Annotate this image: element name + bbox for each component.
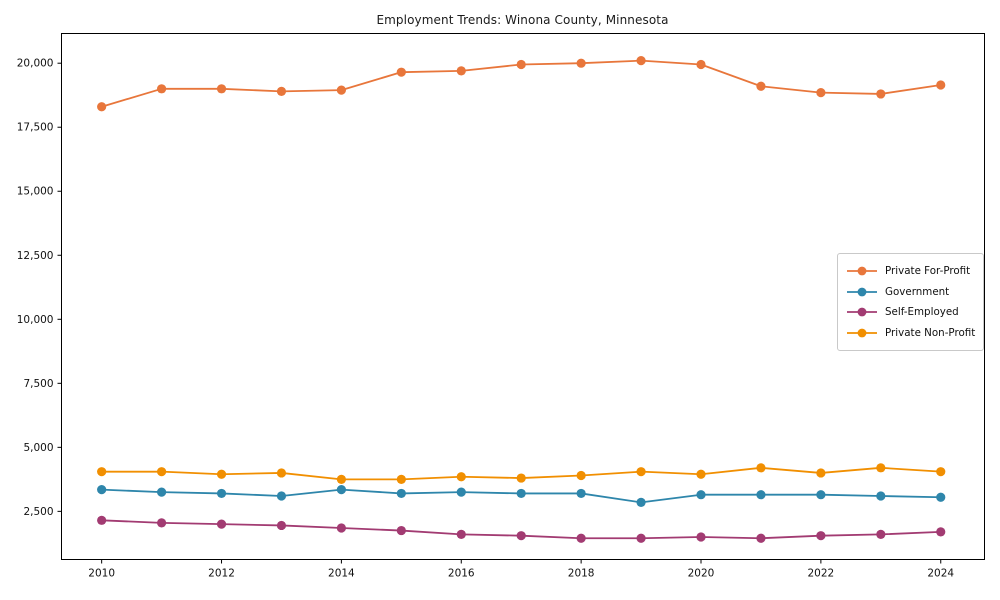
- data-point-self-employed: [876, 529, 886, 540]
- data-point-private-non-profit: [336, 474, 346, 484]
- data-point-private-for-profit: [516, 59, 526, 70]
- data-point-private-for-profit: [756, 81, 766, 91]
- axes-frame: [61, 33, 985, 560]
- x-tick-label: 2010: [88, 568, 115, 580]
- data-point-private-for-profit: [216, 84, 227, 94]
- y-tick-label: 15,000: [17, 186, 54, 198]
- data-point-government: [876, 491, 886, 501]
- y-tick-label: 5,000: [23, 442, 53, 454]
- data-point-government: [696, 490, 706, 500]
- data-point-government: [756, 490, 766, 500]
- data-point-private-non-profit: [576, 470, 586, 481]
- legend-swatch-icon: [847, 266, 877, 276]
- data-point-government: [336, 484, 346, 495]
- x-tick-label: 2020: [688, 568, 715, 580]
- data-point-private-non-profit: [396, 474, 406, 484]
- legend-label: Self-Employed: [885, 306, 959, 318]
- data-point-private-for-profit: [276, 86, 287, 96]
- x-tick-label: 2024: [927, 568, 954, 580]
- data-point-government: [276, 491, 287, 501]
- data-point-private-for-profit: [156, 84, 167, 94]
- data-point-self-employed: [97, 515, 107, 525]
- data-point-government: [216, 488, 227, 499]
- data-point-government: [816, 490, 826, 500]
- data-point-private-for-profit: [576, 58, 586, 68]
- data-point-government: [576, 488, 586, 499]
- data-point-private-non-profit: [456, 472, 466, 482]
- data-point-self-employed: [816, 531, 826, 541]
- data-point-self-employed: [636, 533, 646, 543]
- data-point-private-for-profit: [636, 56, 646, 66]
- legend-swatch-icon: [847, 307, 877, 317]
- y-tick-label: 17,500: [17, 122, 54, 134]
- y-tick-label: 10,000: [17, 314, 54, 326]
- legend-item-private-non-profit: Private Non-Profit: [846, 323, 975, 342]
- data-point-self-employed: [696, 532, 706, 542]
- data-point-private-non-profit: [156, 467, 167, 477]
- data-point-private-for-profit: [336, 85, 346, 95]
- data-point-self-employed: [516, 531, 526, 541]
- data-point-private-for-profit: [396, 67, 406, 77]
- data-point-private-non-profit: [516, 473, 526, 483]
- y-tick-label: 7,500: [23, 378, 53, 390]
- legend-swatch-icon: [847, 328, 877, 337]
- data-point-self-employed: [216, 519, 227, 529]
- legend-label: Private Non-Profit: [885, 326, 976, 339]
- data-point-private-for-profit: [936, 80, 946, 90]
- data-point-government: [156, 487, 167, 497]
- data-point-government: [456, 487, 466, 497]
- data-point-self-employed: [936, 527, 946, 537]
- data-point-private-non-profit: [216, 469, 227, 479]
- y-tick-label: 2,500: [23, 506, 53, 518]
- y-tick-label: 12,500: [17, 250, 54, 262]
- legend-item-government: Government: [846, 282, 975, 301]
- data-point-private-non-profit: [756, 463, 766, 473]
- legend-swatch-icon: [847, 287, 877, 296]
- x-tick-label: 2018: [568, 568, 595, 580]
- data-point-private-non-profit: [876, 463, 886, 473]
- data-point-private-non-profit: [276, 468, 287, 478]
- data-point-private-non-profit: [816, 468, 826, 478]
- data-point-self-employed: [576, 533, 586, 543]
- legend-item-private-for-profit: Private For-Profit: [846, 262, 975, 281]
- data-point-private-non-profit: [97, 467, 107, 477]
- data-point-private-non-profit: [696, 469, 706, 479]
- data-point-self-employed: [456, 529, 466, 540]
- x-tick-label: 2022: [808, 568, 835, 580]
- data-point-private-for-profit: [696, 59, 706, 70]
- data-point-self-employed: [336, 523, 346, 533]
- y-tick-label: 20,000: [17, 58, 54, 70]
- data-point-government: [516, 488, 526, 499]
- data-point-private-non-profit: [936, 467, 946, 477]
- x-tick-label: 2016: [448, 568, 475, 580]
- data-point-private-for-profit: [456, 66, 466, 76]
- data-point-government: [936, 492, 946, 502]
- data-point-private-for-profit: [97, 102, 107, 112]
- legend-label: Government: [885, 285, 950, 298]
- data-point-private-for-profit: [816, 88, 826, 98]
- legend-label: Private For-Profit: [885, 265, 971, 277]
- data-point-private-for-profit: [876, 89, 886, 99]
- x-tick-label: 2014: [328, 568, 355, 580]
- data-point-government: [97, 484, 107, 495]
- data-point-private-non-profit: [636, 467, 646, 477]
- data-point-self-employed: [396, 525, 406, 536]
- data-point-self-employed: [156, 518, 167, 528]
- x-tick-label: 2012: [208, 568, 235, 580]
- data-point-self-employed: [756, 533, 766, 543]
- legend: Private For-Profit Government Self-Employe…: [837, 253, 985, 351]
- data-point-government: [636, 497, 646, 507]
- legend-item-self-employed: Self-Employed: [846, 303, 975, 322]
- data-point-self-employed: [276, 520, 287, 531]
- chart-title: Employment Trends: Winona County, Minnes…: [376, 13, 669, 27]
- data-point-government: [396, 488, 406, 499]
